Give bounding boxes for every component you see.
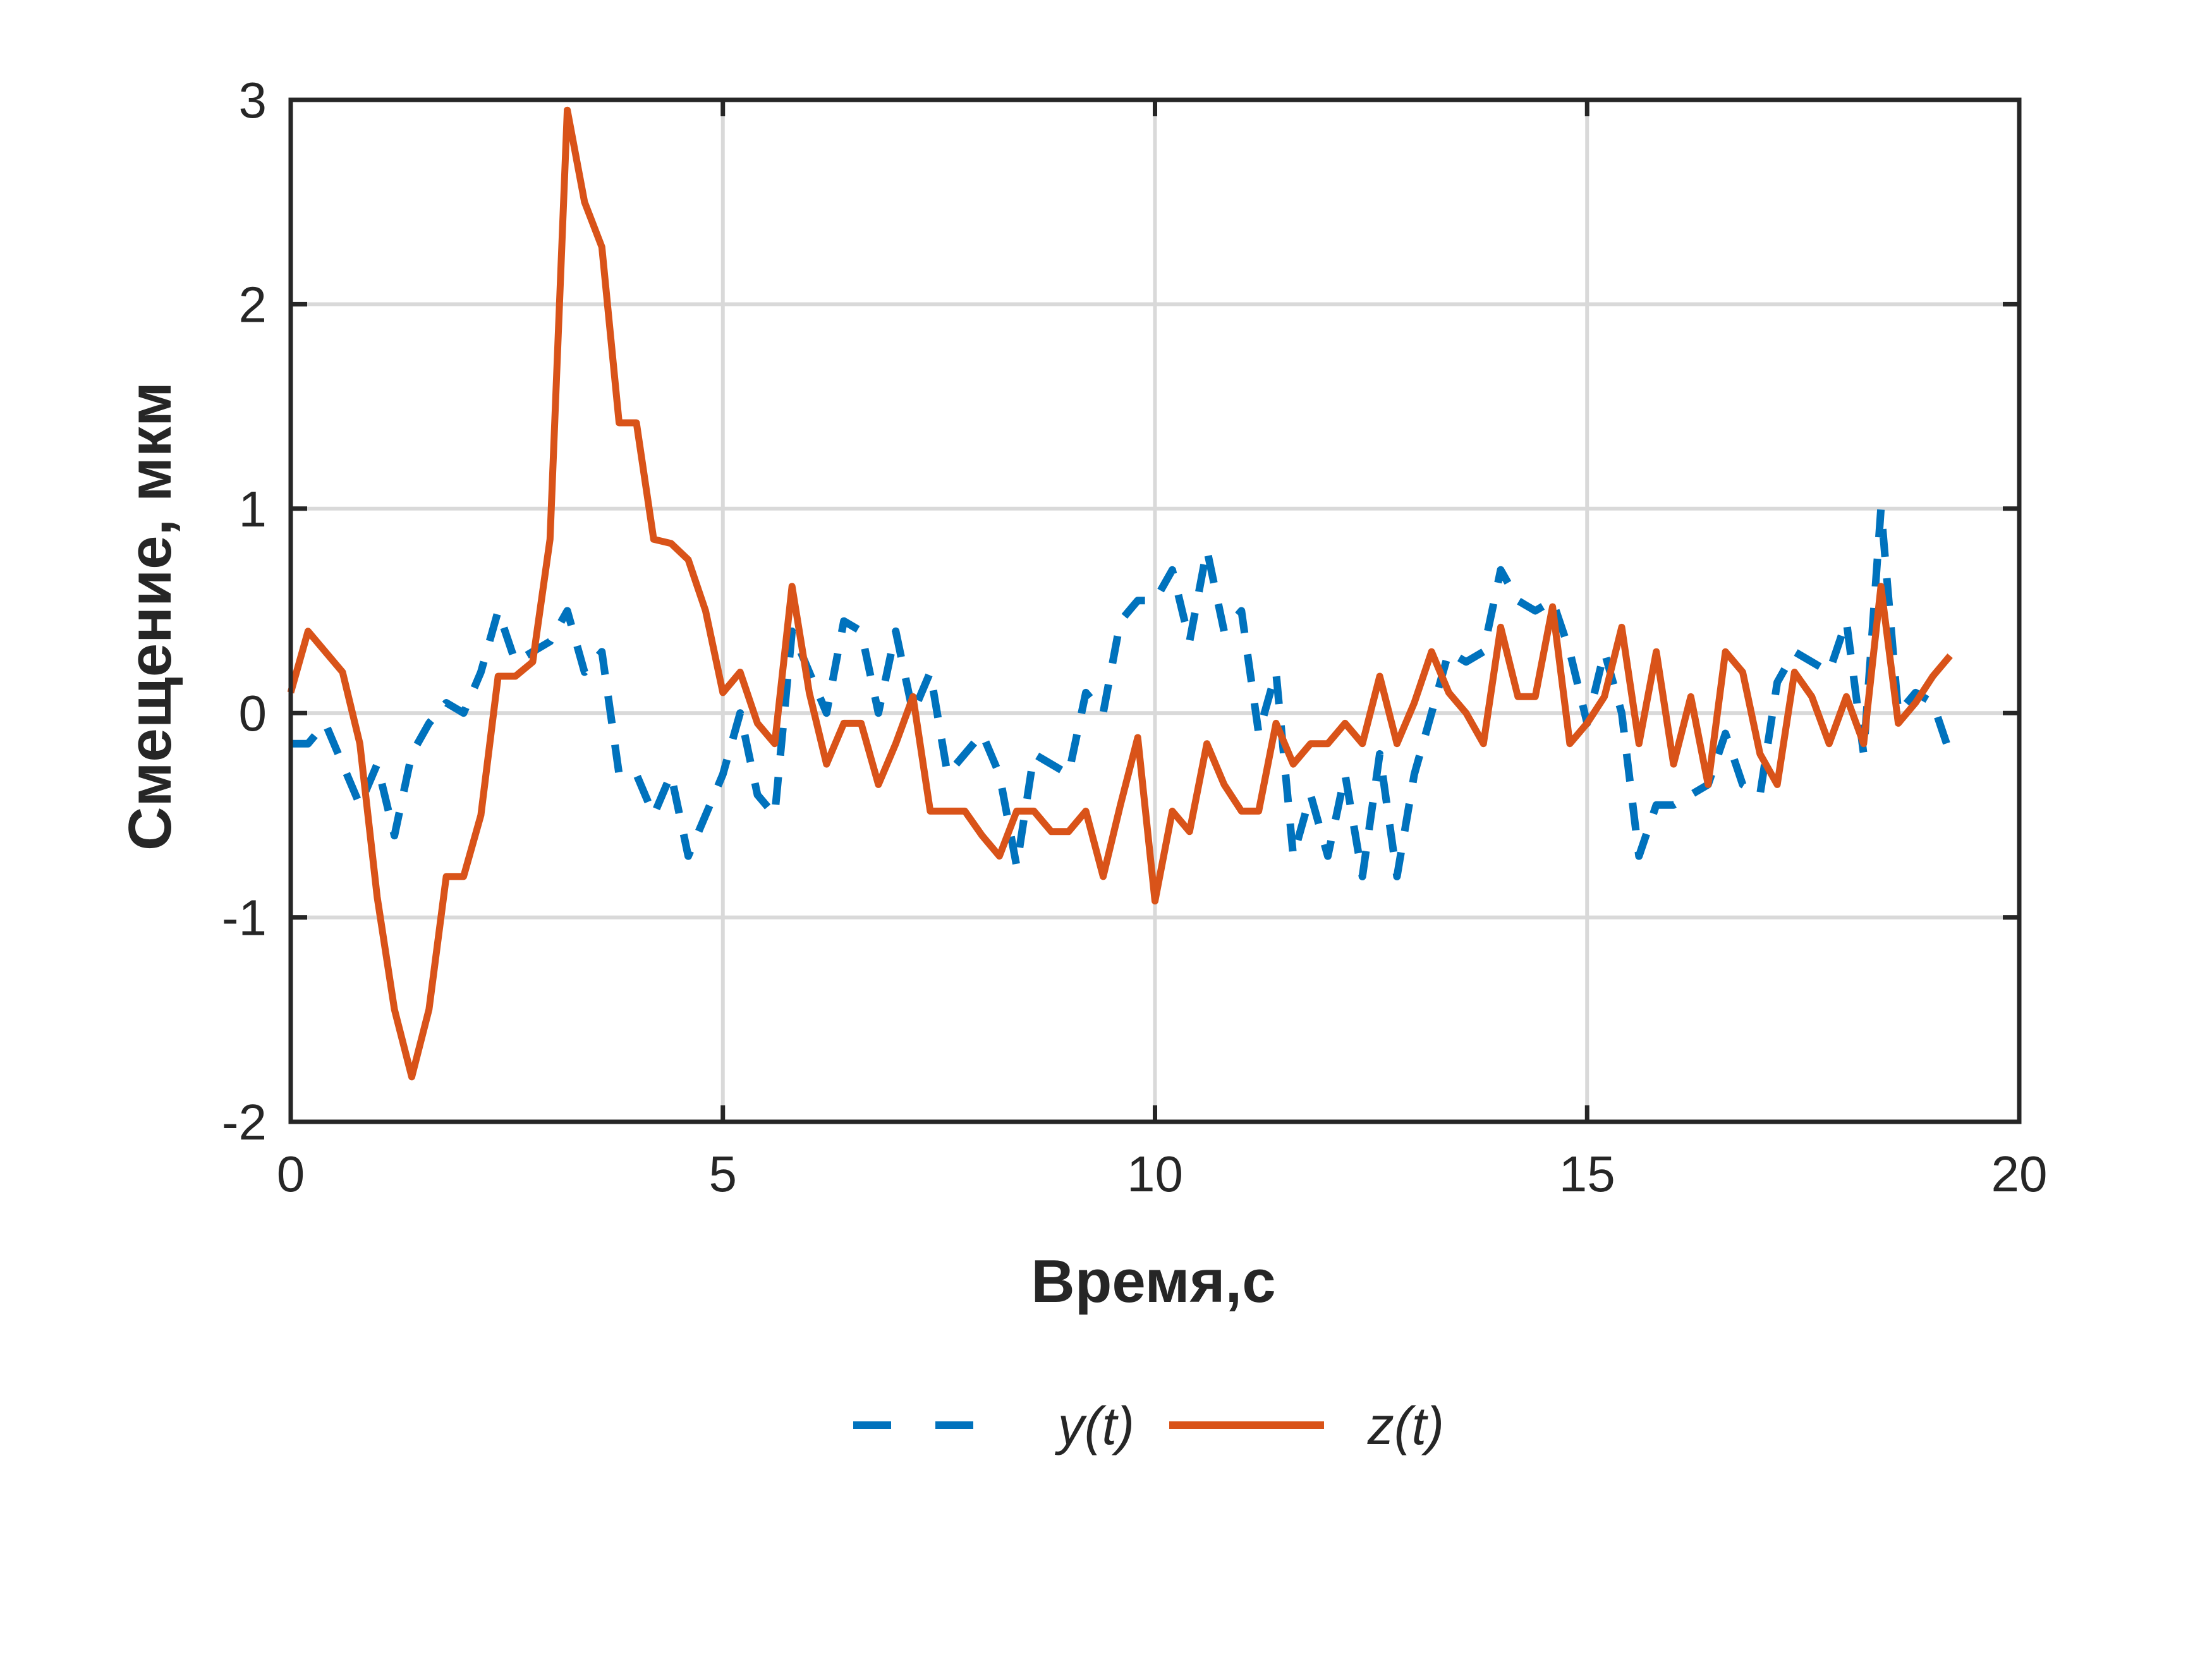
x-tick-label: 0 [277, 1146, 305, 1202]
tick-labels: 0 5 10 15 20 -2 -1 0 1 2 3 [222, 72, 2048, 1202]
series-layer [287, 106, 1954, 1081]
legend-label-2: z(t) [1367, 1396, 1444, 1455]
y-tick-label: 2 [239, 276, 267, 332]
x-tick-label: 20 [1991, 1146, 2048, 1202]
legend-label-1: y(t) [1055, 1396, 1134, 1455]
y-tick-label: -2 [222, 1094, 267, 1150]
series-line-1 [291, 504, 1954, 880]
ticks [288, 97, 2022, 1124]
y-tick-label: -1 [222, 890, 267, 946]
grid [291, 100, 2019, 1122]
series-line-2 [287, 106, 1953, 1081]
x-tick-label: 15 [1559, 1146, 1615, 1202]
y-axis-title: Смещение, мкм [116, 382, 184, 851]
x-tick-label: 5 [709, 1146, 738, 1202]
legend: y(t) z(t) [853, 1396, 1444, 1455]
x-axis-title: Время,с [1031, 1248, 1275, 1315]
x-tick-label: 10 [1127, 1146, 1183, 1202]
y-tick-label: 0 [239, 685, 267, 741]
y-tick-label: 1 [239, 481, 267, 537]
y-tick-label: 3 [239, 72, 267, 128]
